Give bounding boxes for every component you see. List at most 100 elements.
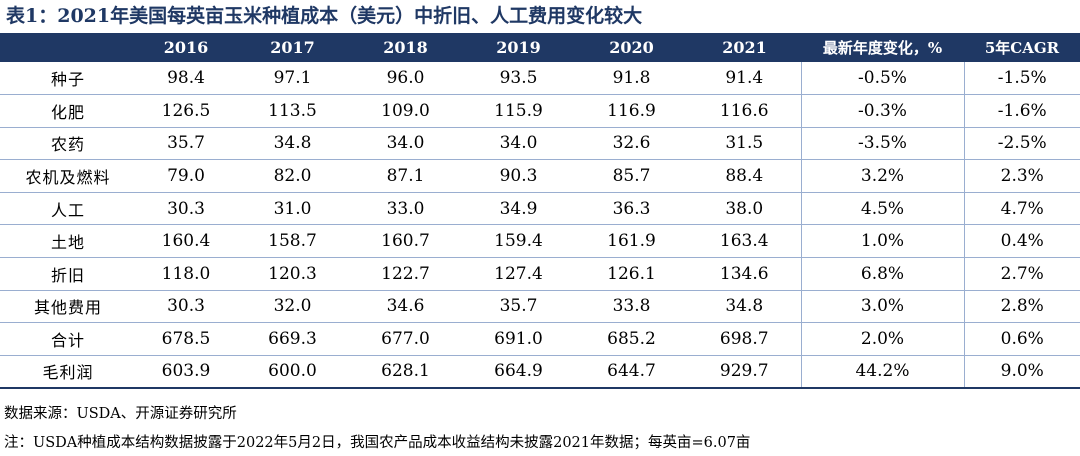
- table-cell: 87.1: [349, 159, 462, 193]
- table-cell: 669.3: [236, 322, 349, 356]
- table-cell: 603.9: [136, 355, 236, 389]
- table-cell: 115.9: [462, 94, 575, 128]
- table-cell: 0.4%: [963, 224, 1080, 259]
- header-cell: 2019: [462, 33, 575, 62]
- table-cell: 2.0%: [800, 322, 964, 356]
- table-cell: 126.1: [575, 257, 688, 291]
- table-cell: 30.3: [136, 290, 236, 324]
- table-row: 人工 30.3 31.0 33.0 34.9 36.3 38.0 4.5% 4.7%: [0, 192, 1080, 226]
- table-row: 种子 98.4 97.1 96.0 93.5 91.8 91.4 -0.5% -1.5%: [0, 62, 1080, 96]
- table-cell: 1.0%: [800, 224, 964, 259]
- table-cell: 127.4: [462, 257, 575, 291]
- table-cell: 161.9: [575, 224, 688, 259]
- table-cell: 38.0: [688, 192, 801, 226]
- table-header-row: 2016 2017 2018 2019 2020 2021 最新年度变化，% 5年CAGR: [0, 33, 1080, 62]
- table-body: 种子 98.4 97.1 96.0 93.5 91.8 91.4 -0.5% -1.5% 化肥 12…: [0, 62, 1080, 389]
- table-cell: 159.4: [462, 224, 575, 259]
- table-cell: 0.6%: [963, 322, 1080, 356]
- table-cell: 44.2%: [800, 355, 964, 389]
- table-cell: 30.3: [136, 192, 236, 226]
- table-cell: 120.3: [236, 257, 349, 291]
- table-cell: 91.4: [688, 62, 801, 96]
- table-cell: 600.0: [236, 355, 349, 389]
- row-label: 农药: [0, 127, 136, 161]
- table-cell: 3.0%: [800, 290, 964, 324]
- table-cell: 677.0: [349, 322, 462, 356]
- header-cell: 2017: [236, 33, 349, 62]
- header-cell: 2016: [136, 33, 236, 62]
- table-cell: 34.8: [688, 290, 801, 324]
- table-cell: 6.8%: [800, 257, 964, 291]
- table-cell: 88.4: [688, 159, 801, 193]
- header-cell-label: [0, 33, 136, 62]
- row-label: 合计: [0, 322, 136, 356]
- table-cell: 91.8: [575, 62, 688, 96]
- table-cell: 33.8: [575, 290, 688, 324]
- data-source: 数据来源：USDA、开源证券研究所: [4, 406, 237, 422]
- table-cell: 664.9: [462, 355, 575, 389]
- table-row: 折旧 118.0 120.3 122.7 127.4 126.1 134.6 6.8% 2.7%: [0, 257, 1080, 291]
- table-cell: 34.0: [462, 127, 575, 161]
- row-label: 折旧: [0, 257, 136, 291]
- table-row: 农机及燃料 79.0 82.0 87.1 90.3 85.7 88.4 3.2% 2.3%: [0, 159, 1080, 193]
- table-cell: 93.5: [462, 62, 575, 96]
- row-label: 其他费用: [0, 290, 136, 324]
- table-cell: 678.5: [136, 322, 236, 356]
- table-cell: 628.1: [349, 355, 462, 389]
- table-cell: 79.0: [136, 159, 236, 193]
- header-cell: 2020: [575, 33, 688, 62]
- table-row: 化肥 126.5 113.5 109.0 115.9 116.9 116.6 -0.3% -1.…: [0, 94, 1080, 128]
- header-cell: 5年CAGR: [964, 33, 1080, 62]
- table-cell: 158.7: [236, 224, 349, 259]
- table-cell: 163.4: [688, 224, 801, 259]
- cost-table: 2016 2017 2018 2019 2020 2021 最新年度变化，% 5年CAGR 种…: [0, 33, 1080, 389]
- table-cell: 2.7%: [963, 257, 1080, 291]
- table-cell: -1.6%: [963, 94, 1080, 128]
- table-cell: 35.7: [136, 127, 236, 161]
- table-cell: 33.0: [349, 192, 462, 226]
- table-cell: 34.9: [462, 192, 575, 226]
- table-cell: 113.5: [236, 94, 349, 128]
- table-cell: 2.3%: [963, 159, 1080, 193]
- table-cell: 31.0: [236, 192, 349, 226]
- header-cell: 最新年度变化，%: [801, 33, 964, 62]
- table-cell: 116.6: [688, 94, 801, 128]
- table-row: 其他费用 30.3 32.0 34.6 35.7 33.8 34.8 3.0% 2.8%: [0, 290, 1080, 324]
- table-cell: 122.7: [349, 257, 462, 291]
- table-cell: -1.5%: [963, 62, 1080, 96]
- table-cell: 90.3: [462, 159, 575, 193]
- table-cell: -0.3%: [800, 94, 964, 128]
- table-cell: 96.0: [349, 62, 462, 96]
- row-label: 种子: [0, 62, 136, 96]
- table-row: 土地 160.4 158.7 160.7 159.4 161.9 163.4 1.0% 0.4%: [0, 224, 1080, 259]
- table-cell: 97.1: [236, 62, 349, 96]
- table-cell: 36.3: [575, 192, 688, 226]
- table-cell: 32.0: [236, 290, 349, 324]
- table-row: 毛利润 603.9 600.0 628.1 664.9 644.7 929.7 44.2% 9.…: [0, 355, 1080, 389]
- table-cell: 929.7: [688, 355, 801, 389]
- table-row: 合计 678.5 669.3 677.0 691.0 685.2 698.7 2.0% 0.6%: [0, 322, 1080, 356]
- table-cell: 644.7: [575, 355, 688, 389]
- table-cell: 691.0: [462, 322, 575, 356]
- footnote: 注：USDA种植成本结构数据披露于2022年5月2日，我国农产品成本收益结构未披…: [4, 435, 751, 451]
- table-cell: -2.5%: [963, 127, 1080, 161]
- table-cell: 34.8: [236, 127, 349, 161]
- table-cell: -3.5%: [800, 127, 964, 161]
- table-cell: 3.2%: [800, 159, 964, 193]
- table-row: 农药 35.7 34.8 34.0 34.0 32.6 31.5 -3.5% -2.5%: [0, 127, 1080, 161]
- table-cell: 4.7%: [963, 192, 1080, 226]
- table-cell: 134.6: [688, 257, 801, 291]
- table-cell: 160.4: [136, 224, 236, 259]
- table-cell: 698.7: [688, 322, 801, 356]
- row-label: 人工: [0, 192, 136, 226]
- row-label: 毛利润: [0, 355, 136, 389]
- table-title: 表1：2021年美国每英亩玉米种植成本（美元）中折旧、人工费用变化较大: [6, 5, 643, 27]
- row-label: 化肥: [0, 94, 136, 128]
- table-cell: 160.7: [349, 224, 462, 259]
- table-cell: -0.5%: [800, 62, 964, 96]
- table-cell: 109.0: [349, 94, 462, 128]
- table-cell: 85.7: [575, 159, 688, 193]
- header-cell: 2021: [688, 33, 801, 62]
- table-cell: 4.5%: [800, 192, 964, 226]
- table-cell: 116.9: [575, 94, 688, 128]
